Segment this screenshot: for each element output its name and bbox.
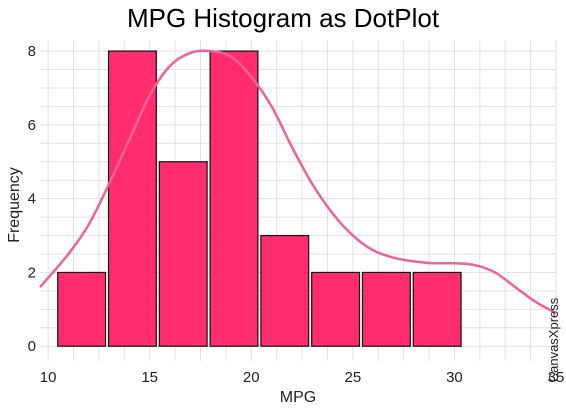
histogram-bar [260,234,310,347]
x-tick-label: 30 [446,369,463,386]
y-tick-label: 4 [28,191,36,208]
x-tick-label: 35 [548,369,565,386]
histogram-bar [311,271,361,347]
x-axis-label: MPG [280,389,316,406]
y-axis-label: Frequency [6,167,23,243]
x-axis-ticks: 10 15 20 25 30 35 [40,369,565,386]
y-tick-label: 6 [28,117,36,134]
histogram-bar [57,271,107,347]
y-tick-label: 8 [28,43,36,60]
histogram-bars [57,50,462,347]
histogram-bar [361,271,411,347]
canvasxpress-watermark: CanvasXpress [546,297,561,382]
x-tick-label: 25 [345,369,362,386]
y-axis-ticks: 0 2 4 6 8 [28,43,36,355]
x-tick-label: 10 [40,369,57,386]
histogram-bar [209,50,259,347]
x-tick-label: 15 [141,369,158,386]
y-tick-label: 2 [28,264,36,281]
y-tick-label: 0 [28,338,36,355]
density-curve [39,49,557,315]
x-tick-label: 20 [243,369,260,386]
histogram-bar [158,161,208,347]
histogram-bar [412,271,462,347]
chart-title: MPG Histogram as DotPlot [127,3,440,33]
